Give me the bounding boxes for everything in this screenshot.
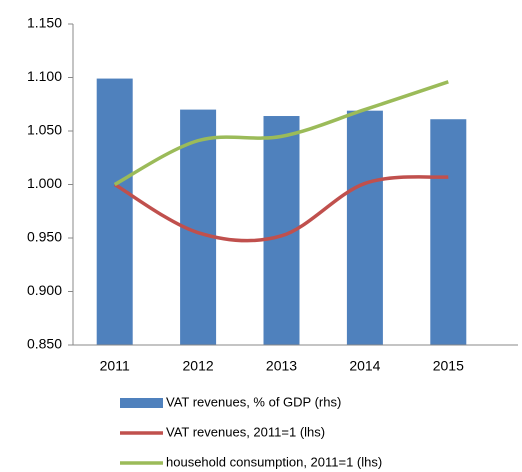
x-tick-label: 2011 — [100, 358, 130, 374]
line — [113, 80, 449, 187]
x-tick-label: 2012 — [183, 358, 214, 374]
x-tick-label: 2013 — [266, 358, 297, 374]
legend-swatch — [120, 398, 163, 408]
y-tick-label: 0.900 — [27, 282, 62, 298]
y-tick-label: 1.050 — [27, 122, 62, 138]
x-tick-label: 2015 — [433, 358, 464, 374]
bar — [346, 110, 383, 345]
y-tick-label: 0.950 — [27, 229, 62, 245]
legend-label: VAT revenues, 2011=1 (lhs) — [166, 424, 325, 439]
y-tick-label: 1.000 — [27, 175, 62, 191]
x-tick-label: 2014 — [349, 358, 380, 374]
y-tick-label: 0.850 — [27, 336, 62, 352]
legend-label: VAT revenues, % of GDP (rhs) — [166, 394, 341, 409]
line — [113, 175, 449, 243]
y-tick-label: 1.150 — [27, 15, 62, 31]
y-tick-label: 1.100 — [27, 68, 62, 84]
bar — [96, 78, 133, 345]
bar — [430, 119, 467, 345]
legend-label: household consumption, 2011=1 (lhs) — [166, 454, 382, 469]
